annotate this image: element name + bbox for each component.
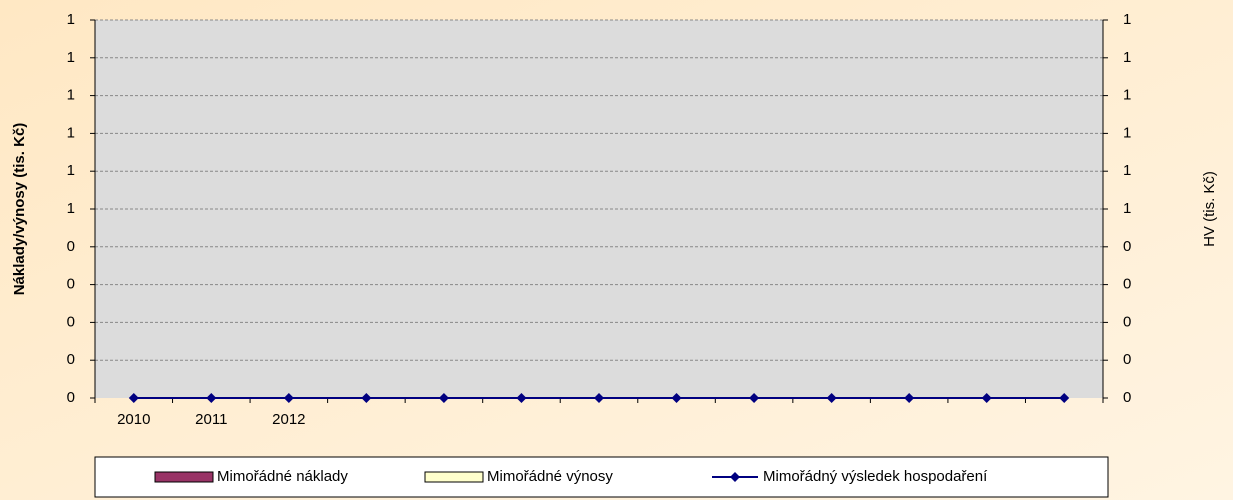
y-tick-label: 1 [67,87,75,104]
x-tick-label: 2011 [195,411,227,428]
y2-tick-label: 0 [1123,389,1131,406]
marker [1059,393,1070,403]
legend-swatch [424,471,484,483]
marker [438,393,449,403]
marker [594,393,604,403]
marker [981,393,992,403]
y-tick-label: 1 [67,200,75,217]
legend-label: Mimořádný výsledek hospodaření [763,468,988,485]
y-tick-label: 0 [67,351,75,368]
y2-tick-label: 0 [1123,313,1131,330]
marker [128,393,139,403]
y2-tick-label: 1 [1123,124,1131,141]
y-tick-label: 0 [67,238,75,255]
y2-tick-label: 1 [1123,162,1131,179]
marker [671,393,682,403]
y2-axis-title: HV (tis. Kč) [1201,171,1218,247]
y-tick-label: 1 [67,49,75,66]
y-tick-label: 0 [67,276,75,293]
legend-label: Mimořádné výnosy [487,468,613,485]
y-tick-label: 1 [67,124,75,141]
legend-marker [730,472,740,482]
y2-tick-label: 1 [1123,87,1131,104]
marker [361,393,372,403]
y-tick-label: 0 [67,389,75,406]
y-tick-label: 0 [67,313,75,330]
marker [283,393,294,403]
y2-tick-label: 0 [1123,238,1131,255]
y2-tick-label: 0 [1123,351,1131,368]
y-tick-label: 1 [67,162,75,179]
marker [904,393,915,403]
marker [826,393,837,403]
legend [94,456,1109,498]
y-tick-label: 1 [67,11,75,28]
y2-tick-label: 1 [1123,200,1131,217]
legend-label: Mimořádné náklady [217,468,348,485]
marker [749,393,760,403]
marker [516,393,527,403]
marker [206,393,217,403]
y2-tick-label: 0 [1123,276,1131,293]
y2-tick-label: 1 [1123,49,1131,66]
y-axis-title: Náklady/výnosy (tis. Kč) [11,123,28,296]
x-tick-label: 2010 [117,411,150,428]
legend-swatch [154,471,214,483]
y2-tick-label: 1 [1123,11,1131,28]
x-tick-label: 2012 [272,411,305,428]
